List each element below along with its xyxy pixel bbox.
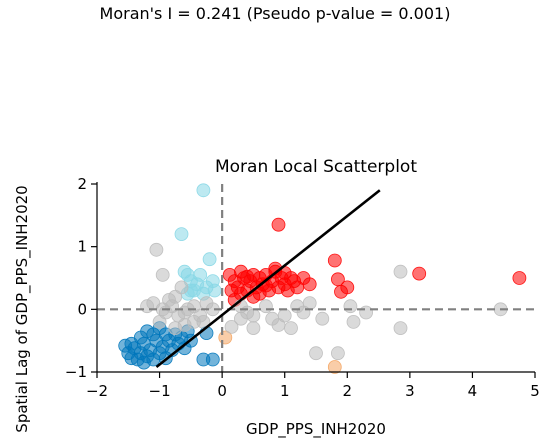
scatter-point <box>174 227 189 242</box>
y-tick-label: 0 <box>77 300 87 318</box>
scatter-point <box>152 314 167 329</box>
scatter-point <box>359 305 374 320</box>
scatter-point <box>343 299 358 314</box>
scatter-points <box>118 183 527 374</box>
scatter-point <box>196 183 211 198</box>
scatter-point <box>246 321 261 336</box>
scatter-point <box>284 321 298 336</box>
scatter-point <box>346 314 361 329</box>
scatter-point <box>174 280 189 295</box>
scatter-point <box>393 321 408 336</box>
scatter-point <box>240 269 255 284</box>
scatter-point <box>202 252 217 267</box>
scatter-point <box>271 318 286 332</box>
scatter-point <box>205 352 220 367</box>
scatter-point <box>193 267 208 282</box>
reference-lines <box>97 184 535 372</box>
scatter-point <box>327 253 342 268</box>
plot-title: Moran Local Scatterplot <box>215 157 417 177</box>
scatter-point <box>334 284 348 299</box>
scatter-point <box>327 360 342 374</box>
scatter-point <box>124 336 139 351</box>
regression-line <box>155 189 381 369</box>
scatter-point <box>302 296 317 311</box>
y-tick-label: 1 <box>77 238 87 256</box>
x-tick-label: 0 <box>217 382 227 400</box>
scatter-point <box>512 271 527 285</box>
scatter-point <box>271 217 286 232</box>
x-tick-label: 3 <box>405 382 415 400</box>
x-tick-label: 5 <box>530 382 540 400</box>
scatter-point <box>224 319 239 334</box>
scatter-point <box>315 311 330 326</box>
x-tick-label: 2 <box>343 382 353 400</box>
figure-suptitle: Moran's I = 0.241 (Pseudo p-value = 0.00… <box>99 4 451 23</box>
scatter-point <box>207 283 222 298</box>
x-tick-label: 1 <box>280 382 290 400</box>
scatter-point <box>240 305 255 320</box>
scatter-point <box>149 242 164 257</box>
y-axis-label: Spatial Lag of GDP_PPS_INH2020 <box>13 185 32 432</box>
x-tick-label: −1 <box>149 382 171 400</box>
scatter-point <box>155 267 170 282</box>
scatter-point <box>168 321 183 336</box>
scatter-point <box>330 346 345 361</box>
scatter-point <box>258 299 273 314</box>
scatter-point <box>302 277 317 292</box>
scatter-point <box>393 264 408 279</box>
scatter-point <box>309 346 323 361</box>
y-tick-label: −1 <box>65 363 87 381</box>
scatter-point <box>412 266 427 281</box>
x-tick-label: −2 <box>86 382 108 400</box>
x-tick-label: 4 <box>468 382 478 400</box>
x-axis-label: GDP_PPS_INH2020 <box>246 420 386 439</box>
y-tick-label: 2 <box>77 175 87 193</box>
scatter-point <box>136 355 151 370</box>
